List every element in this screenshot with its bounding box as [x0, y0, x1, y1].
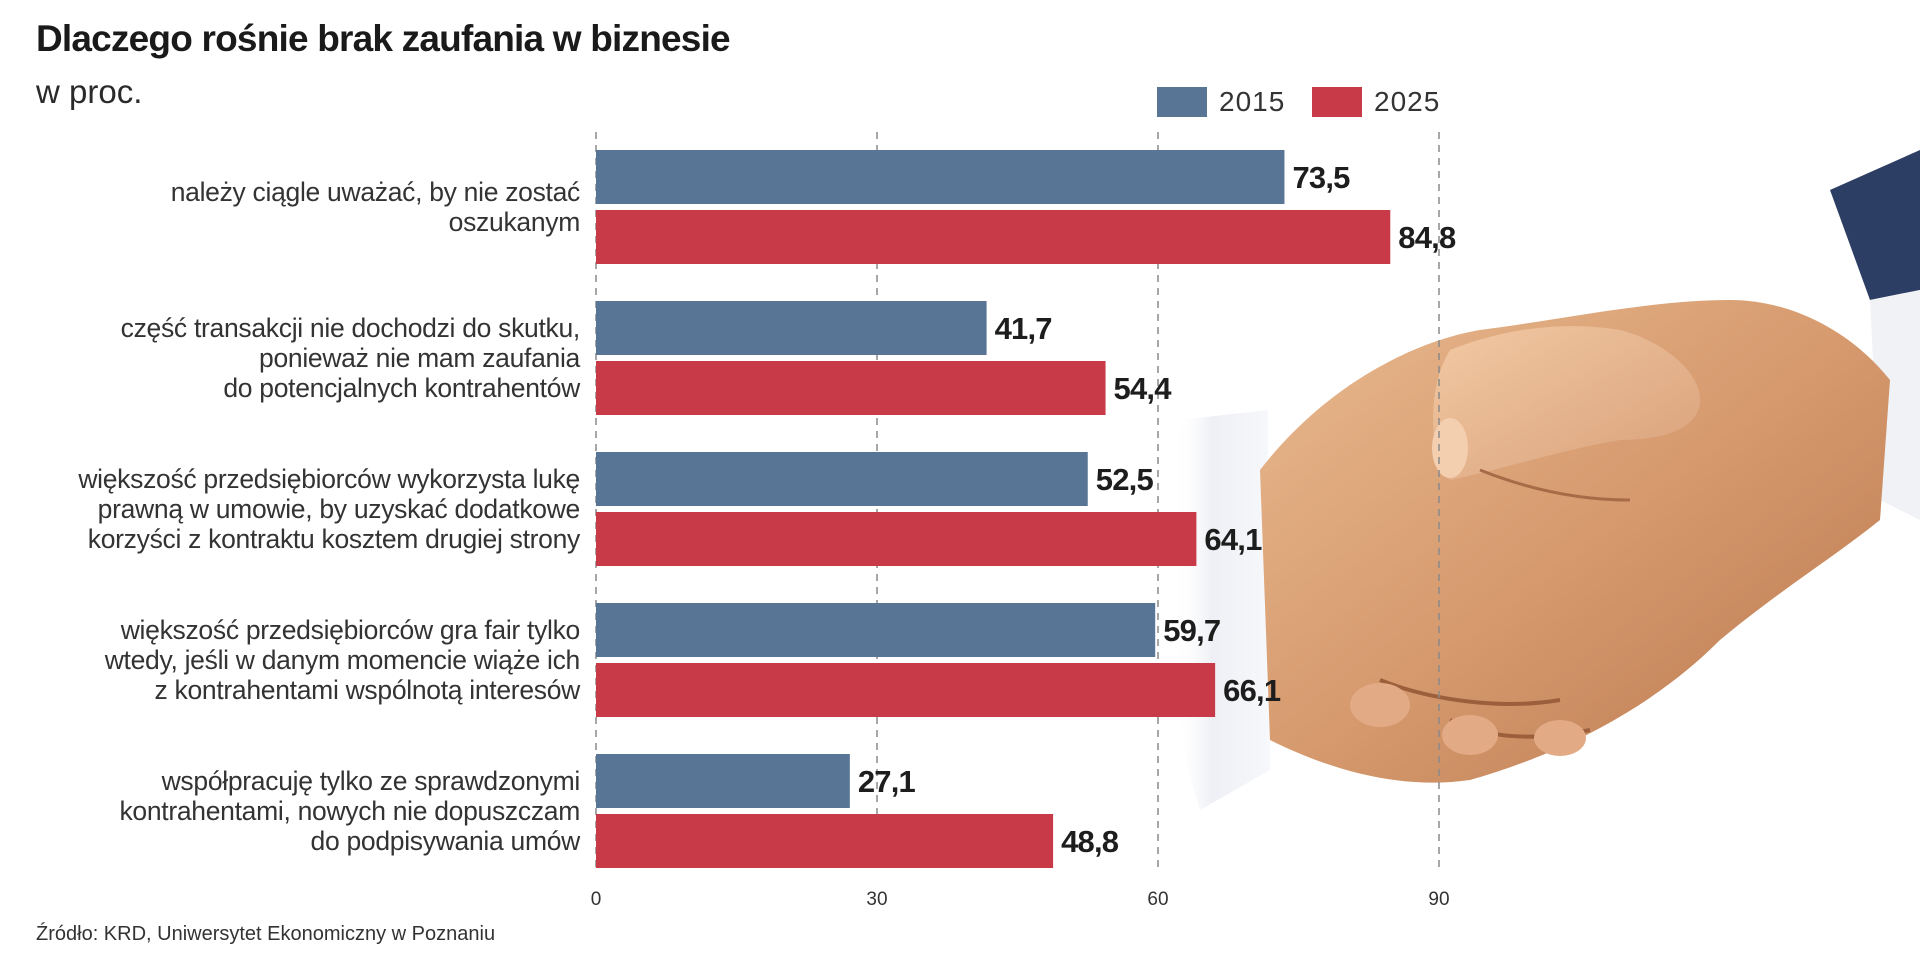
bar-2015-2 — [596, 301, 987, 355]
x-axis-ticks: 0 30 60 90 — [591, 889, 1450, 910]
value-label-2015-5: 27,1 — [858, 764, 916, 799]
value-label-2015-4: 59,7 — [1163, 613, 1220, 648]
category-label-line: kontrahentami, nowych nie dopuszczam — [119, 796, 580, 826]
category-label-line: do potencjalnych kontrahentów — [223, 373, 581, 403]
value-labels: 73,5 84,8 41,7 54,4 52,5 64,1 59,766,1 27,1 48,8 — [858, 160, 1457, 859]
category-label-line: oszukanym — [449, 207, 580, 237]
handshake-illustration — [1173, 150, 1920, 810]
chart-title: Dlaczego rośnie brak zaufania w biznesie — [36, 18, 731, 59]
category-label-line: należy ciągle uważać, by nie zostać — [171, 177, 580, 207]
category-label-line: ponieważ nie mam zaufania — [259, 343, 581, 373]
category-labels: należy ciągle uważać, by nie zostać oszuk… — [77, 177, 581, 856]
value-label-2025-3: 64,1 — [1204, 522, 1262, 557]
value-label-2025-5: 48,8 — [1061, 824, 1119, 859]
value-label-2015-3: 52,5 — [1096, 462, 1154, 497]
x-tick-label: 60 — [1147, 889, 1168, 910]
legend-swatch-2015 — [1157, 87, 1207, 117]
category-label-5: współpracuję tylko ze sprawdzonymi kontra… — [119, 766, 581, 856]
value-label-2015-1: 73,5 — [1292, 160, 1350, 195]
category-label-1: należy ciągle uważać, by nie zostać oszuk… — [171, 177, 580, 237]
legend-label-2015: 2015 — [1219, 86, 1286, 117]
value-label-2025-1: 84,8 — [1398, 220, 1456, 255]
source-note: Źródło: KRD, Uniwersytet Ekonomiczny w P… — [36, 923, 496, 945]
category-label-line: wtedy, jeśli w danym momencie wiąże ich — [104, 645, 580, 675]
value-label-2025-2: 54,4 — [1114, 371, 1173, 406]
legend-label-2025: 2025 — [1374, 86, 1441, 117]
value-label-2025-4: 66,1 — [1223, 673, 1281, 708]
category-label-line: współpracuję tylko ze sprawdzonymi — [161, 766, 580, 796]
bars — [596, 150, 1391, 868]
legend: 2015 — [1157, 86, 1285, 118]
value-label-2015-2: 41,7 — [995, 311, 1052, 346]
bar-2025-1 — [596, 210, 1391, 264]
bar-2015-1 — [596, 150, 1285, 204]
bar-2015-5 — [596, 754, 850, 808]
category-label-4: większość przedsiębiorców gra fair tylko… — [104, 615, 581, 705]
bar-2025-3 — [596, 512, 1197, 566]
category-label-line: z kontrahentami wspólnotą interesów — [154, 675, 581, 705]
category-label-line: korzyści z kontraktu kosztem drugiej str… — [88, 524, 581, 554]
category-label-line: prawną w umowie, by uzyskać dodatkowe — [98, 494, 580, 524]
category-label-line: do podpisywania umów — [311, 826, 582, 856]
bar-2015-4 — [596, 603, 1156, 657]
bar-2025-2 — [596, 361, 1106, 415]
x-tick-label: 90 — [1428, 889, 1449, 910]
bar-2025-4 — [596, 663, 1216, 717]
category-label-line: większość przedsiębiorców wykorzysta luk… — [77, 464, 580, 494]
bar-2015-3 — [596, 452, 1088, 506]
category-label-line: część transakcji nie dochodzi do skutku, — [121, 313, 580, 343]
category-label-line: większość przedsiębiorców gra fair tylko — [120, 615, 580, 645]
category-label-2: część transakcji nie dochodzi do skutku,… — [121, 313, 582, 403]
category-label-3: większość przedsiębiorców wykorzysta luk… — [77, 464, 581, 554]
chart-subtitle: w proc. — [36, 73, 143, 110]
legend: 2025 — [1312, 86, 1440, 118]
legend-swatch-2025 — [1312, 87, 1362, 117]
x-tick-label: 30 — [866, 889, 887, 910]
x-tick-label: 0 — [591, 889, 602, 910]
bar-2025-5 — [596, 814, 1054, 868]
